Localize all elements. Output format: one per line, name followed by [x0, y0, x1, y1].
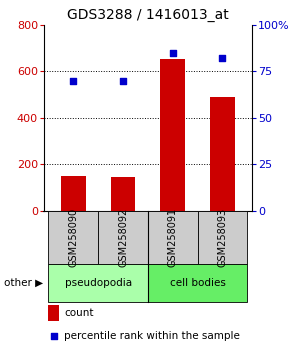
Text: other ▶: other ▶: [4, 278, 43, 288]
Bar: [160, 58, 185, 211]
Text: pseudopodia: pseudopodia: [65, 278, 132, 288]
Text: GSM258093: GSM258093: [218, 208, 227, 267]
Point: [237, 252, 241, 258]
Text: GSM258092: GSM258092: [118, 208, 128, 267]
Bar: [148, 211, 197, 264]
Bar: [148, 264, 247, 302]
Text: cell bodies: cell bodies: [170, 278, 226, 288]
Bar: [48, 305, 59, 321]
Text: count: count: [64, 308, 94, 318]
Bar: [48, 211, 98, 264]
Point: [121, 78, 125, 84]
Text: percentile rank within the sample: percentile rank within the sample: [64, 331, 240, 341]
Bar: [197, 211, 247, 264]
Point: [171, 50, 175, 56]
Text: GSM258091: GSM258091: [168, 208, 178, 267]
Bar: [61, 176, 86, 211]
Title: GDS3288 / 1416013_at: GDS3288 / 1416013_at: [67, 8, 229, 22]
Bar: [210, 97, 235, 211]
Point: [71, 78, 76, 84]
Bar: [98, 211, 148, 264]
Point: [220, 56, 225, 61]
Text: GSM258090: GSM258090: [68, 208, 78, 267]
Bar: [110, 177, 135, 211]
Bar: [48, 264, 148, 302]
